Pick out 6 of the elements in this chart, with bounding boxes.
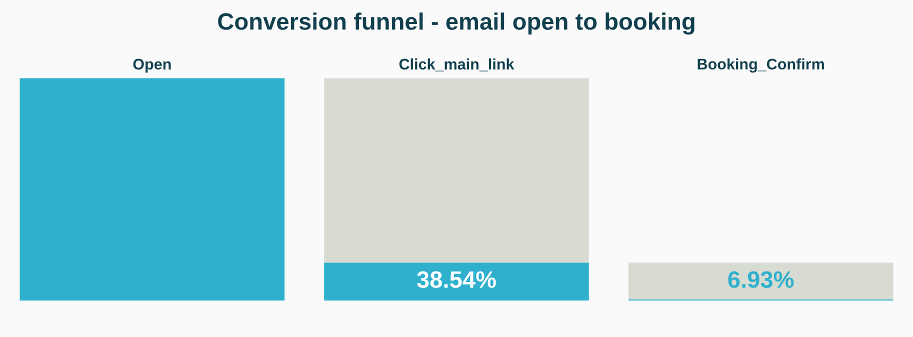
annotation: 38.54% bbox=[417, 271, 496, 288]
x-tick-label: Booking_Confirm bbox=[698, 58, 824, 73]
annotation: 6.93% bbox=[728, 271, 794, 288]
x-tick-label: Click_main_link bbox=[399, 58, 514, 72]
chart-title: Conversion funnel - email open to booking bbox=[218, 12, 694, 35]
x-tick-label: Open bbox=[133, 58, 171, 73]
